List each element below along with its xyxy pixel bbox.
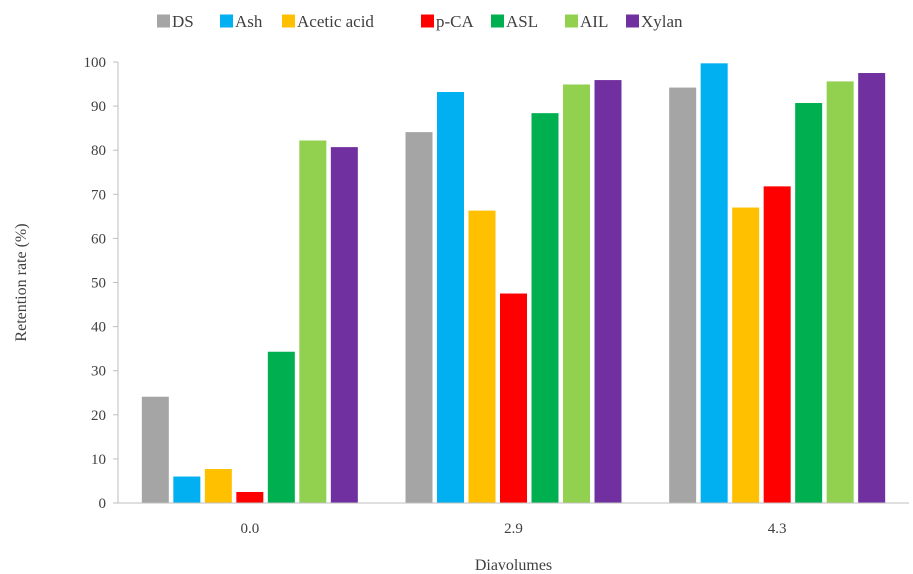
legend-label: Ash: [235, 12, 263, 31]
y-tick-label: 100: [84, 55, 107, 71]
bar-asl-1: [531, 113, 559, 503]
legend-label: p-CA: [436, 12, 475, 31]
bar-ash-0: [173, 476, 201, 503]
y-tick-label: 0: [99, 496, 107, 512]
legend-swatch-ail: [565, 14, 578, 28]
y-tick-label: 90: [91, 99, 106, 115]
x-tick-label: 4.3: [768, 521, 787, 537]
bar-xylan-0: [330, 147, 358, 503]
y-tick-label: 80: [91, 143, 106, 159]
bar-ds-2: [669, 87, 697, 503]
y-tick-label: 60: [91, 231, 106, 247]
y-tick-label: 40: [91, 320, 106, 336]
bar-acetic-acid-1: [468, 210, 496, 503]
legend-swatch-ds: [157, 14, 170, 28]
bar-asl-2: [795, 103, 823, 503]
bar-xylan-1: [594, 80, 622, 504]
bar-acetic-acid-0: [204, 469, 232, 503]
bars: [141, 63, 886, 504]
bar-ail-0: [299, 140, 327, 504]
bar-asl-0: [267, 351, 295, 503]
y-tick-label: 10: [91, 452, 106, 468]
y-tick-label: 70: [91, 187, 106, 203]
y-axis: 0 10 20 30 40 50 60 70 80 90 100: [84, 55, 119, 512]
legend-label: AIL: [580, 12, 608, 31]
bar-ash-1: [437, 91, 464, 503]
x-tick-label: 2.9: [504, 521, 523, 537]
y-tick-label: 20: [91, 408, 106, 424]
x-axis: 0.0 2.9 4.3: [118, 502, 909, 537]
y-tick-label: 50: [91, 276, 106, 292]
bar-p-ca-1: [500, 293, 527, 503]
legend-swatch-xylan: [626, 14, 639, 28]
legend-swatch-ash: [220, 14, 233, 28]
bar-ash-2: [700, 63, 728, 503]
bar-p-ca-0: [236, 491, 264, 503]
bar-ds-0: [141, 396, 169, 503]
bar-acetic-acid-2: [732, 207, 760, 503]
y-tick-label: 30: [91, 364, 106, 380]
x-tick-label: 0.0: [240, 521, 259, 537]
legend-swatch-p-ca: [421, 14, 434, 28]
legend-label: ASL: [506, 12, 538, 31]
legend-label: DS: [172, 12, 194, 31]
y-axis-title: Retention rate (%): [13, 223, 30, 341]
bar-p-ca-2: [763, 186, 791, 503]
legend-label: Acetic acid: [297, 12, 374, 31]
bar-xylan-2: [858, 73, 886, 504]
bar-ail-1: [563, 84, 590, 503]
legend-swatch-acetic-acid: [282, 14, 295, 28]
legend-label: Xylan: [641, 12, 683, 31]
x-axis-title: Diavolumes: [475, 557, 552, 574]
bar-ds-1: [405, 132, 433, 503]
legend-swatch-asl: [491, 14, 504, 28]
bar-ail-2: [826, 81, 854, 504]
legend: DS Ash Acetic acid p-CA ASL AIL Xylan: [157, 12, 683, 31]
